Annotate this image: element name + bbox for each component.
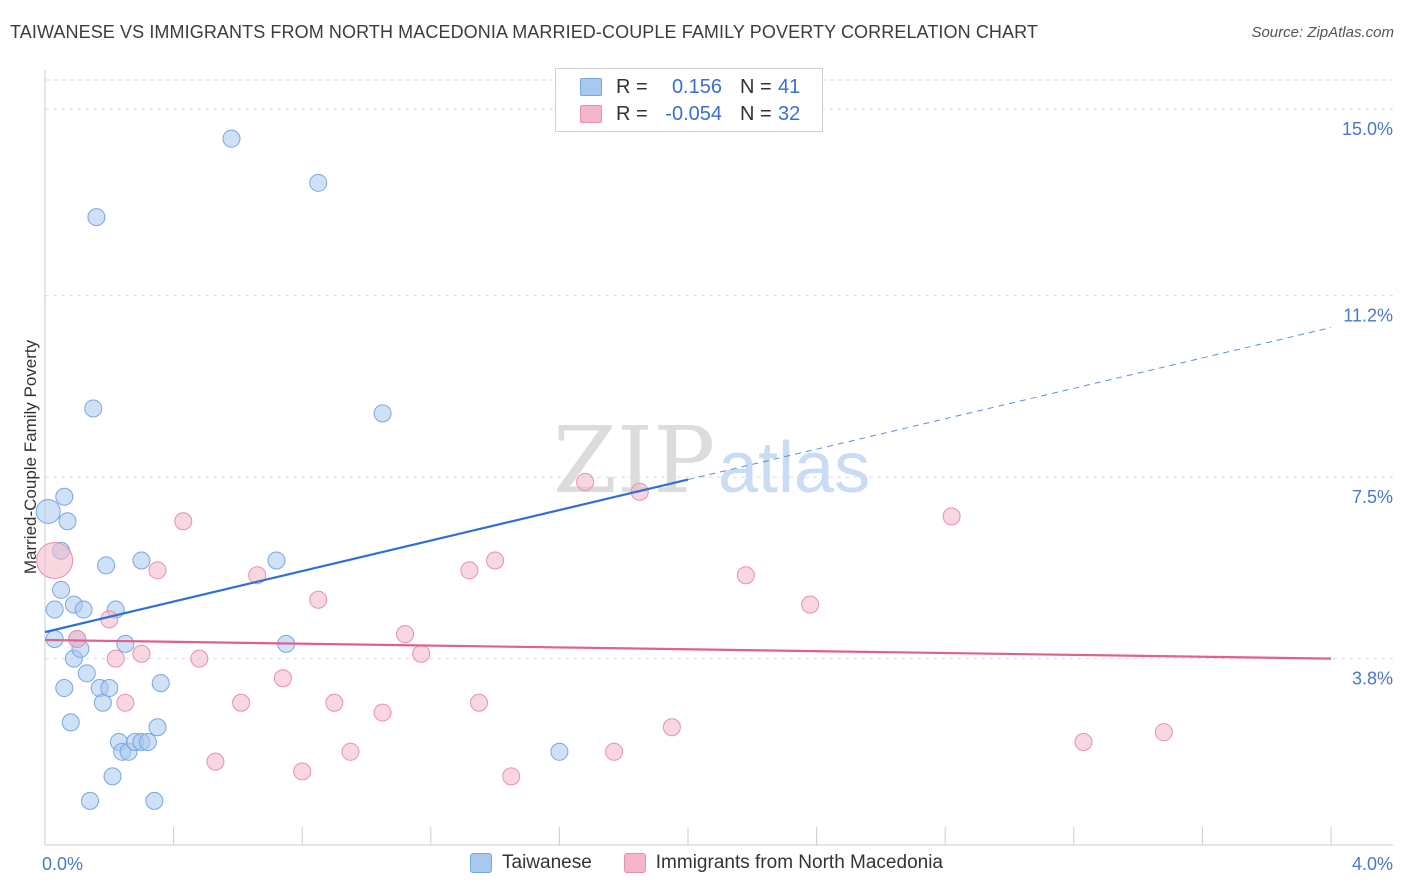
taiwanese-point <box>138 732 157 751</box>
series-legend: Taiwanese Immigrants from North Macedoni… <box>470 852 975 874</box>
north-macedonia-point <box>309 590 328 609</box>
legend-n-label: N = <box>740 75 772 98</box>
north-macedonia-point <box>1154 723 1173 742</box>
north-macedonia-point <box>942 507 961 526</box>
taiwanese-point <box>45 600 64 619</box>
legend-r-label: R = <box>616 102 648 125</box>
tick-labels: 3.8% 7.5% 11.2% 15.0% 0.0% 4.0% <box>42 119 1393 874</box>
north-macedonia-point <box>605 742 624 761</box>
north-macedonia-point <box>373 703 392 722</box>
taiwanese-point <box>550 742 569 761</box>
legend-row-north-macedonia: R = -0.054 N = 32 <box>556 100 800 128</box>
y-tick-label: 11.2% <box>1343 306 1393 326</box>
legend-n-label: N = <box>740 102 772 125</box>
x-tick-label: 0.0% <box>42 854 83 874</box>
taiwanese-point <box>87 208 106 227</box>
north-macedonia-point <box>273 669 292 688</box>
watermark-atlas: atlas <box>718 428 870 508</box>
watermark: ZIP atlas <box>553 407 870 514</box>
north-macedonia-point <box>662 718 681 737</box>
north-macedonia-point <box>248 566 267 585</box>
taiwanese-point <box>58 512 77 531</box>
north-macedonia-point <box>206 752 225 771</box>
taiwanese-point <box>81 791 100 810</box>
legend-r-value: 0.156 <box>671 75 722 98</box>
north-macedonia-point <box>232 693 251 712</box>
series-label-taiwanese: Taiwanese <box>502 852 592 873</box>
taiwanese-point <box>267 551 286 570</box>
legend-row-taiwanese: R = 0.156 N = 41 <box>556 73 800 101</box>
taiwanese-point <box>100 679 119 698</box>
taiwanese-point <box>222 129 241 148</box>
north-macedonia-point <box>106 649 125 668</box>
correlation-legend: R = 0.156 N = 41 R = -0.054 N = 32 <box>555 68 823 132</box>
taiwanese-point <box>55 487 74 506</box>
y-tick-label: 15.0% <box>1342 119 1393 139</box>
legend-n-value: 32 <box>778 102 801 125</box>
legend-r-value: -0.054 <box>665 102 722 125</box>
north-macedonia-trend-line <box>44 638 1332 660</box>
grid-lines <box>45 79 1395 660</box>
series-swatch-taiwanese <box>470 853 492 873</box>
series-label-north-macedonia: Immigrants from North Macedonia <box>655 852 943 873</box>
north-macedonia-point <box>396 625 415 644</box>
north-macedonia-point <box>325 693 344 712</box>
source-credit: Source: ZipAtlas.com <box>1251 24 1394 41</box>
north-macedonia-point <box>341 742 360 761</box>
north-macedonia-point <box>68 629 87 648</box>
taiwanese-point <box>309 173 328 192</box>
taiwanese-point <box>61 713 80 732</box>
taiwanese-point <box>74 600 93 619</box>
taiwanese-point <box>145 791 164 810</box>
taiwanese-point <box>77 664 96 683</box>
north-macedonia-point <box>470 693 489 712</box>
north-macedonia-point <box>801 595 820 614</box>
north-macedonia-point <box>736 566 755 585</box>
x-tick-label: 4.0% <box>1352 854 1393 874</box>
north-macedonia-point <box>412 644 431 663</box>
trend-lines <box>44 327 1332 660</box>
north-macedonia-point <box>460 561 479 580</box>
taiwanese-point <box>84 399 103 418</box>
y-tick-label: 7.5% <box>1352 487 1393 507</box>
north-macedonia-point <box>502 767 521 786</box>
north-macedonia-point <box>36 542 74 580</box>
y-axis-label: Married-Couple Family Poverty <box>21 339 40 574</box>
taiwanese-point <box>148 718 167 737</box>
north-macedonia-point <box>116 693 135 712</box>
series-swatch-north-macedonia <box>623 853 646 873</box>
series-legend-item-taiwanese[interactable]: Taiwanese <box>470 852 592 874</box>
north-macedonia-point <box>576 473 595 492</box>
taiwanese-trend-line <box>44 478 689 634</box>
taiwanese-point <box>52 580 71 599</box>
north-macedonia-point <box>132 644 151 663</box>
north-macedonia-point <box>486 551 505 570</box>
north-macedonia-point <box>190 649 209 668</box>
legend-r-label: R = <box>616 75 648 98</box>
legend-swatch-taiwanese <box>580 78 602 96</box>
taiwanese-trend-extension <box>687 327 1332 481</box>
taiwanese-point <box>151 674 170 693</box>
north-macedonia-point <box>1074 732 1093 751</box>
chart-title: TAIWANESE VS IMMIGRANTS FROM NORTH MACED… <box>10 22 1039 42</box>
taiwanese-point <box>55 679 74 698</box>
data-points <box>35 129 1173 810</box>
taiwanese-point <box>97 556 116 575</box>
taiwanese-point <box>116 634 135 653</box>
taiwanese-point <box>373 404 392 423</box>
taiwanese-point <box>132 551 151 570</box>
north-macedonia-point <box>148 561 167 580</box>
legend-n-value: 41 <box>778 75 801 98</box>
taiwanese-point <box>35 498 61 524</box>
north-macedonia-point <box>293 762 312 781</box>
taiwanese-point <box>103 767 122 786</box>
axes <box>44 70 1393 846</box>
north-macedonia-point <box>174 512 193 531</box>
y-tick-label: 3.8% <box>1352 669 1393 689</box>
series-legend-item-north-macedonia[interactable]: Immigrants from North Macedonia <box>623 852 943 874</box>
legend-swatch-north-macedonia <box>580 105 602 123</box>
